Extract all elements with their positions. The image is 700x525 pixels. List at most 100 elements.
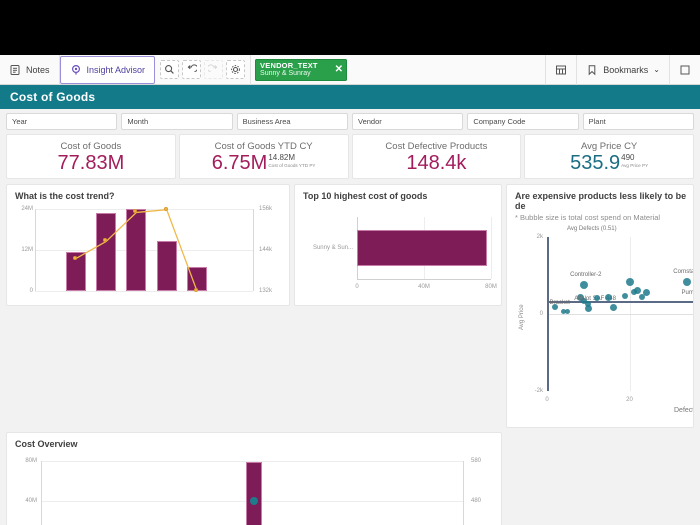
kpi-value-group: 77.83M [58, 153, 125, 173]
line-point[interactable] [72, 255, 77, 260]
chart-row-top: What is the cost trend? 0 12M 24M 132k 144k 1… [6, 184, 694, 428]
scatter-point[interactable] [638, 294, 645, 301]
kpi-label: Cost Defective Products [385, 140, 488, 152]
line-point[interactable] [193, 288, 198, 292]
y-axis-tick-right: 480 [471, 498, 482, 504]
scatter-point[interactable] [609, 303, 617, 311]
scatter-point[interactable] [552, 303, 559, 310]
notes-button[interactable]: Notes [0, 54, 60, 85]
kpi-avg-price-cy[interactable]: Avg Price CY 535.9 490 Avg Price PY [524, 134, 694, 179]
scatter-plot-area[interactable]: Avg Defects (0.51) -2k 0 2k 0 20 Avg Price Defe… [507, 215, 693, 427]
chart-grid: What is the cost trend? 0 12M 24M 132k 144k 1… [0, 181, 700, 525]
chart-cost-trend[interactable]: What is the cost trend? 0 12M 24M 132k 144k 1… [6, 184, 290, 306]
kpi-cost-defective-products[interactable]: Cost Defective Products 148.4k [351, 134, 522, 179]
scatter-point-label: Controller-2 [570, 271, 602, 278]
top-toolbar: Notes Insight Advisor [0, 54, 700, 85]
scatter-point[interactable] [561, 309, 566, 315]
kpi-cost-of-goods-ytd-cy[interactable]: Cost of Goods YTD CY 6.75M 14.82M Cost o… [178, 134, 349, 179]
x-axis-tick: 0 [355, 284, 359, 290]
y-axis-line-left [41, 461, 42, 525]
y-axis-line [547, 237, 549, 391]
kpi-cost-of-goods[interactable]: Cost of Goods 77.83M [6, 134, 176, 179]
chevron-down-icon[interactable]: ⌄ [653, 65, 660, 74]
selection-chip-vendor-text[interactable]: VENDOR_TEXT Sunny & Sunray ✕ [255, 58, 348, 81]
filter-company-code[interactable]: Company Code [467, 113, 579, 130]
insight-advisor-label: Insight Advisor [86, 64, 146, 75]
bar[interactable] [156, 241, 177, 291]
bookmarks-button[interactable]: Bookmarks ⌄ [576, 54, 669, 85]
filter-year[interactable]: Year [6, 113, 118, 130]
kpi-row: Cost of Goods 77.83M Cost of Goods YTD C… [0, 132, 700, 181]
scatter-point[interactable] [622, 292, 629, 299]
scatter-point[interactable] [630, 289, 637, 296]
scatter-point[interactable] [581, 298, 588, 305]
filter-plant[interactable]: Plant [582, 113, 694, 130]
sheets-button[interactable] [669, 54, 700, 85]
filter-label: Plant [588, 117, 606, 126]
overview-plot-area[interactable]: 040M80M380480580 [7, 453, 503, 525]
filter-month[interactable]: Month [121, 113, 233, 130]
x-axis-tick: 40M [418, 284, 430, 290]
chart-price-vs-defects[interactable]: Are expensive products less likely to be… [506, 184, 694, 428]
y-axis-tick-right: 580 [471, 458, 482, 464]
filter-business-area[interactable]: Business Area [236, 113, 348, 130]
filter-vendor[interactable]: Vendor [351, 113, 464, 130]
scatter-point[interactable] [580, 280, 589, 289]
y-axis-tick-left: 0 [29, 288, 33, 294]
kpi-comparison: 490 Avg Price PY [621, 153, 648, 168]
y-axis-line-right [253, 209, 254, 291]
x-axis-tick: 0 [545, 397, 549, 403]
bar[interactable] [246, 461, 263, 525]
bar[interactable] [357, 230, 488, 266]
y-axis-line-left [35, 209, 36, 291]
sheet-title-bar: Cost of Goods [0, 85, 700, 109]
selections-tool-icon[interactable] [226, 60, 246, 79]
avg-price-marker[interactable] [250, 497, 259, 505]
step-back-icon[interactable] [182, 60, 202, 79]
avg-defects-reference-line [547, 301, 693, 303]
line-point[interactable] [103, 238, 108, 243]
scatter-point[interactable] [625, 278, 634, 287]
filter-bar: Year Month Business Area Vendor Company … [0, 109, 700, 132]
trend-plot-area[interactable]: 0 12M 24M 132k 144k 156k [7, 203, 291, 303]
scatter-point-label: Bracket [549, 300, 570, 307]
scatter-point[interactable] [683, 278, 692, 287]
bar[interactable] [96, 213, 117, 291]
scatter-point[interactable] [585, 301, 592, 308]
scatter-point[interactable] [593, 294, 600, 301]
sheet-grid-button[interactable] [545, 54, 576, 85]
chart-top10-cost-of-goods[interactable]: Top 10 highest cost of goods 0 40M 80M Sunn… [294, 184, 502, 306]
kpi-value-group: 6.75M 14.82M Cost of Goods YTD PY [212, 153, 316, 173]
y-axis-tick-right: 156k [259, 206, 273, 212]
scatter-point[interactable] [576, 293, 584, 301]
y-axis-tick-left: 80M [25, 458, 37, 464]
y-axis-label: Avg Price [519, 304, 525, 330]
scatter-point[interactable] [642, 288, 650, 296]
kpi-sub-value: 14.82M [268, 152, 296, 162]
y-axis-tick-right: 132k [259, 288, 273, 294]
scatter-point[interactable] [692, 298, 693, 305]
scatter-point[interactable] [634, 286, 642, 294]
bar[interactable] [65, 251, 86, 291]
line-point[interactable] [163, 206, 168, 211]
sheet-grid-icon [555, 64, 567, 76]
smart-search-icon[interactable] [160, 60, 180, 79]
top10-plot-area[interactable]: 0 40M 80M Sunny & Sun... [295, 205, 503, 303]
close-icon[interactable]: ✕ [334, 64, 344, 75]
y-axis-tick: 0 [539, 311, 543, 317]
filter-label: Year [12, 117, 28, 126]
y-axis-tick: -2k [534, 388, 543, 394]
notes-label: Notes [26, 64, 50, 75]
kpi-sub-label: Cost of Goods YTD PY [268, 162, 316, 168]
insight-advisor-button[interactable]: Insight Advisor [59, 55, 156, 84]
chart-title: Cost Overview [15, 439, 78, 449]
gridline [491, 217, 492, 279]
scatter-point[interactable] [605, 294, 613, 302]
chart-cost-overview[interactable]: Cost Overview 040M80M380480580 [6, 432, 502, 525]
step-forward-icon[interactable] [204, 60, 224, 79]
scatter-point[interactable] [565, 309, 571, 315]
y-axis-tick: 2k [536, 234, 543, 240]
scatter-point[interactable] [584, 304, 592, 312]
line-point[interactable] [133, 209, 138, 214]
